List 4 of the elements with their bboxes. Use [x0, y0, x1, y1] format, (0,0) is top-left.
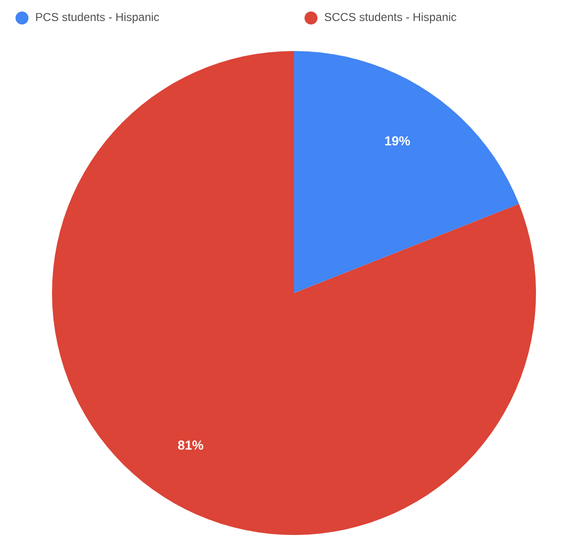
data-label: 19% — [385, 136, 410, 146]
legend-label: PCS students - Hispanic — [36, 12, 160, 24]
data-label: 81% — [178, 440, 204, 450]
legend-label: SCCS students - Hispanic — [324, 12, 456, 24]
